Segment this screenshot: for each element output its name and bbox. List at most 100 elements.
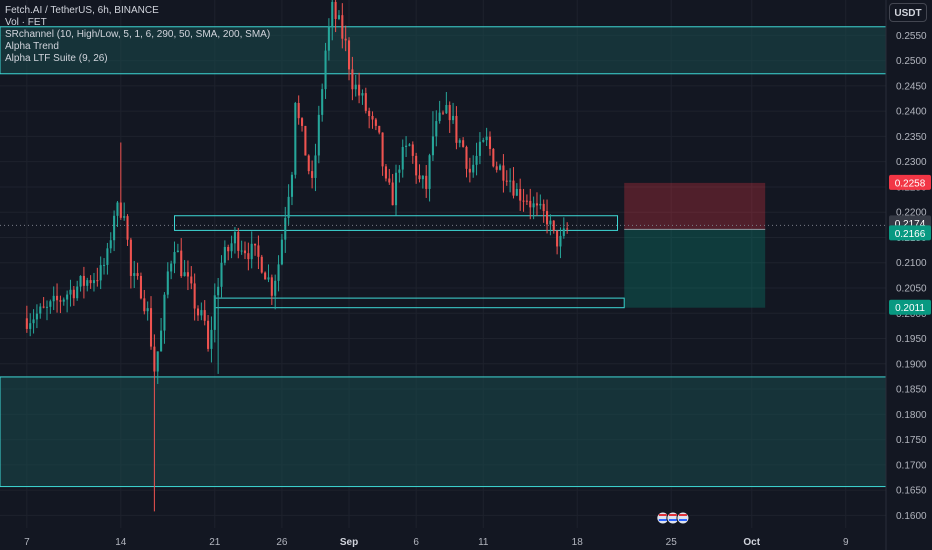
candle <box>364 87 367 114</box>
candle-body <box>170 263 173 272</box>
candle-body <box>227 246 230 252</box>
candle <box>415 152 418 184</box>
price-tag-label: 0.2258 <box>895 178 926 189</box>
candle <box>217 277 220 374</box>
candle-body <box>79 275 82 287</box>
candle <box>411 141 414 164</box>
candle-body <box>321 89 324 115</box>
candle <box>56 283 59 313</box>
candle <box>133 260 136 288</box>
candle <box>193 273 196 321</box>
candle-body <box>556 230 559 247</box>
candle-body <box>49 301 52 307</box>
candle <box>143 289 146 315</box>
candle-body <box>304 125 307 156</box>
candle-body <box>552 220 555 231</box>
candle <box>539 194 542 210</box>
candle-body <box>56 295 59 301</box>
candle-body <box>42 306 45 308</box>
candle-body <box>317 114 320 156</box>
candle <box>314 143 317 192</box>
flag-stripe <box>678 514 687 516</box>
candle-body <box>146 308 149 312</box>
time-tick-label: 14 <box>115 537 127 548</box>
candle-body <box>344 38 347 41</box>
indicator-srchannel[interactable]: SRchannel (10, High/Low, 5, 1, 6, 290, 5… <box>5 29 271 40</box>
currency-button[interactable]: USDT <box>889 3 927 22</box>
indicator-alpha-ltf-suite[interactable]: Alpha LTF Suite (9, 26) <box>5 53 108 64</box>
candle-body <box>250 243 253 260</box>
candle-body <box>52 295 55 302</box>
candle <box>76 280 79 301</box>
indicator-alpha-trend[interactable]: Alpha Trend <box>5 41 59 52</box>
candle-body <box>280 239 283 265</box>
price-tick-label: 0.1950 <box>896 334 927 345</box>
time-tick-label: 6 <box>413 537 419 548</box>
flag-icon <box>676 511 690 525</box>
candle <box>529 188 532 220</box>
candle <box>200 302 203 321</box>
flag-stripe <box>668 519 677 521</box>
candle-body <box>391 182 394 206</box>
candle <box>254 243 257 256</box>
candle <box>492 148 495 168</box>
candle-body <box>495 166 498 170</box>
candle-body <box>492 148 495 167</box>
candles <box>25 0 569 512</box>
candle-body <box>260 256 263 273</box>
candle-body <box>311 171 314 178</box>
candle <box>294 101 297 179</box>
candle <box>284 206 287 253</box>
candle <box>452 102 455 124</box>
candle-body <box>109 240 112 249</box>
candle-body <box>465 146 468 169</box>
candle <box>146 301 149 321</box>
candle-body <box>405 145 408 147</box>
candle <box>488 131 492 156</box>
candle <box>243 241 247 260</box>
candle <box>455 106 458 150</box>
candle-body <box>525 200 528 202</box>
candle <box>227 244 230 261</box>
stop-loss-area <box>624 182 766 230</box>
candle <box>535 192 539 216</box>
price-tick-label: 0.1650 <box>896 486 927 497</box>
price-tick-label: 0.2300 <box>896 157 927 168</box>
price-tag-entry: 0.2166 <box>889 225 931 241</box>
candle-body <box>532 203 535 208</box>
candle-body <box>230 243 233 252</box>
candle <box>549 214 552 236</box>
candle <box>287 184 290 225</box>
candle-body <box>183 272 186 277</box>
support-channel-zone <box>0 376 887 488</box>
candle <box>519 178 522 211</box>
candle <box>102 258 106 275</box>
candle <box>431 111 434 162</box>
price-tick-label: 0.1900 <box>896 359 927 370</box>
candle <box>25 305 28 333</box>
symbol-title[interactable]: Fetch.AI / TetherUS, 6h, BINANCE <box>5 5 159 16</box>
candle-body <box>301 118 304 126</box>
candle-body <box>401 146 404 170</box>
candle <box>321 83 324 122</box>
candle <box>297 95 300 125</box>
indicator-volume[interactable]: Vol · FET <box>5 17 47 28</box>
candle <box>173 241 176 274</box>
candle-body <box>76 286 79 299</box>
candle <box>421 175 424 189</box>
flag-stripe <box>658 514 667 516</box>
candle-body <box>468 168 471 173</box>
price-tag-target: 0.2011 <box>889 299 931 315</box>
candle-body <box>153 346 156 372</box>
candle <box>196 305 200 321</box>
candle <box>79 275 82 292</box>
candle-body <box>35 313 38 320</box>
candle <box>458 138 461 148</box>
candle <box>475 142 478 176</box>
candle-body <box>515 188 518 196</box>
candle-body <box>337 15 341 19</box>
time-tick-label: 18 <box>572 537 584 548</box>
candle-body <box>25 318 28 329</box>
candle <box>472 155 475 178</box>
